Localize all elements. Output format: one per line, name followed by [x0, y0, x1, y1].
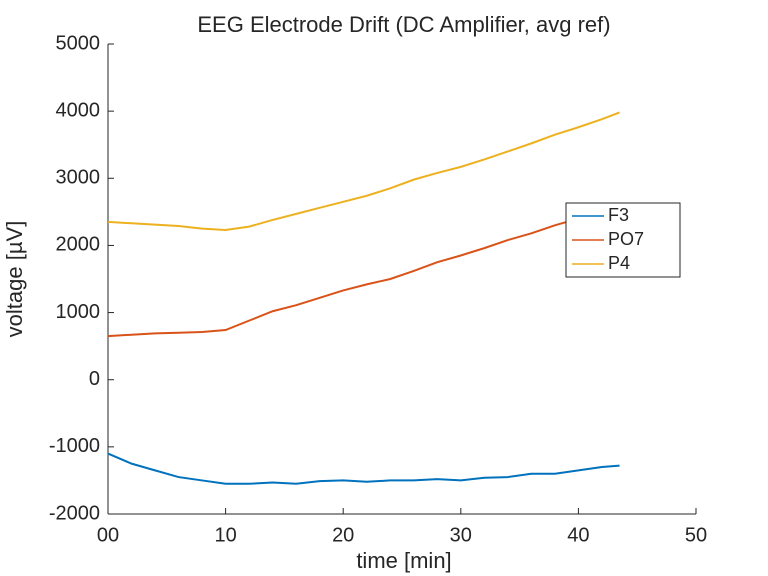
legend-label: P4	[608, 253, 630, 273]
y-tick-label: 2000	[56, 234, 101, 256]
x-tick-label: 50	[685, 524, 707, 546]
series-line	[107, 204, 620, 338]
x-tick-label: 00	[97, 524, 119, 546]
series-line	[107, 111, 620, 231]
y-tick-label: 0	[89, 368, 100, 390]
legend: F3 PO7 P4	[565, 202, 681, 278]
chart-title: EEG Electrode Drift (DC Amplifier, avg r…	[197, 12, 610, 37]
legend-label: PO7	[608, 229, 644, 249]
x-tick-label: 30	[450, 524, 472, 546]
y-tick-label: 3000	[56, 167, 101, 189]
y-tick-label: 1000	[56, 301, 101, 323]
y-tick-label: 4000	[56, 99, 101, 121]
y-tick-label: -1000	[49, 435, 100, 457]
legend-label: F3	[608, 205, 629, 225]
x-tick-label: 20	[332, 524, 354, 546]
y-tick-label: -2000	[49, 502, 100, 524]
y-tick-label: 5000	[56, 32, 101, 54]
y-axis-label: voltage [µV]	[2, 221, 27, 338]
series-line	[107, 452, 620, 485]
x-tick-label: 10	[214, 524, 236, 546]
x-axis-label: time [min]	[356, 548, 451, 573]
x-tick-label: 40	[567, 524, 589, 546]
